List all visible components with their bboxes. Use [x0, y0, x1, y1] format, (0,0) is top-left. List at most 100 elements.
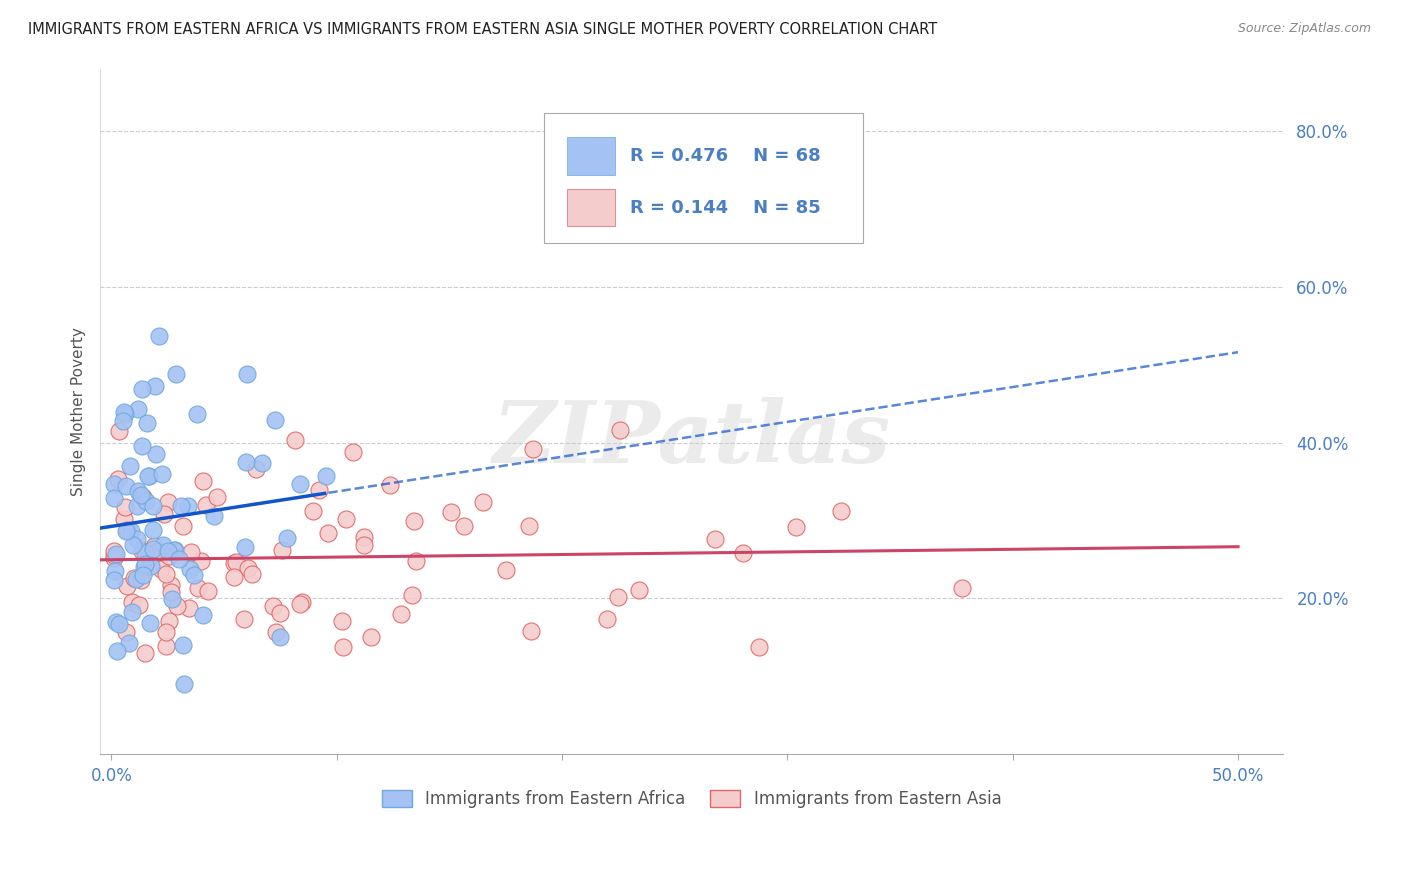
Point [342, 445, 364, 459]
Point [193, 475, 215, 489]
Point [440, 505, 463, 519]
Point [103, 544, 125, 558]
FancyBboxPatch shape [544, 113, 863, 244]
Point [143, 540, 166, 554]
Point [522, 442, 544, 457]
Legend: Immigrants from Eastern Africa, Immigrants from Eastern Asia: Immigrants from Eastern Africa, Immigran… [375, 783, 1008, 814]
Point [142, 523, 165, 537]
Point [276, 531, 298, 545]
Point [135, 494, 157, 508]
Point [128, 598, 150, 612]
Point [225, 555, 247, 569]
Point [155, 625, 177, 640]
Point [143, 378, 166, 392]
Point [235, 455, 257, 469]
Point [157, 549, 180, 563]
Point [108, 616, 131, 631]
Point [163, 543, 186, 558]
Point [195, 498, 218, 512]
Point [148, 329, 170, 343]
Point [360, 630, 382, 644]
Point [114, 625, 136, 640]
Point [146, 545, 169, 559]
Point [167, 552, 190, 566]
Point [205, 490, 228, 504]
Point [288, 597, 311, 611]
Text: ZIPatlas: ZIPatlas [492, 397, 890, 481]
Point [263, 413, 285, 427]
Point [131, 382, 153, 396]
Text: R = 0.144    N = 85: R = 0.144 N = 85 [630, 199, 821, 217]
Point [127, 483, 149, 498]
Point [160, 592, 183, 607]
Point [142, 541, 165, 556]
Point [142, 500, 165, 514]
Point [197, 583, 219, 598]
Point [104, 547, 127, 561]
Point [250, 456, 273, 470]
Point [132, 568, 155, 582]
Point [134, 646, 156, 660]
Point [401, 588, 423, 602]
Point [127, 499, 149, 513]
Point [607, 590, 630, 604]
Point [139, 558, 162, 573]
Point [179, 601, 201, 615]
Point [104, 564, 127, 578]
Point [332, 614, 354, 628]
Point [170, 499, 193, 513]
Point [129, 573, 152, 587]
Point [103, 573, 125, 587]
Point [138, 469, 160, 483]
Point [127, 402, 149, 417]
Point [471, 495, 494, 509]
Point [262, 599, 284, 613]
Point [124, 571, 146, 585]
Point [495, 563, 517, 577]
Point [830, 504, 852, 518]
Point [748, 640, 770, 655]
Point [118, 636, 141, 650]
Point [172, 519, 194, 533]
Point [103, 491, 125, 506]
Point [222, 570, 245, 584]
Point [190, 554, 212, 568]
Point [284, 433, 307, 447]
Point [628, 582, 651, 597]
Point [112, 405, 135, 419]
Point [238, 561, 260, 575]
Point [157, 614, 180, 628]
Point [266, 624, 288, 639]
Point [118, 459, 141, 474]
Point [609, 423, 631, 437]
Point [950, 581, 973, 595]
Text: IMMIGRANTS FROM EASTERN AFRICA VS IMMIGRANTS FROM EASTERN ASIA SINGLE MOTHER POV: IMMIGRANTS FROM EASTERN AFRICA VS IMMIGR… [28, 22, 938, 37]
Point [155, 640, 177, 654]
Point [405, 554, 427, 568]
Point [135, 417, 157, 431]
Point [132, 490, 155, 504]
Point [131, 439, 153, 453]
Point [378, 477, 401, 491]
Point [404, 514, 426, 528]
Point [131, 488, 153, 502]
Point [520, 624, 543, 638]
Point [125, 532, 148, 546]
Point [166, 599, 188, 614]
Point [187, 582, 209, 596]
Point [111, 414, 134, 428]
Point [731, 546, 754, 560]
Point [103, 476, 125, 491]
Point [269, 606, 291, 620]
Point [152, 507, 174, 521]
Point [291, 595, 314, 609]
Point [453, 519, 475, 533]
Text: Source: ZipAtlas.com: Source: ZipAtlas.com [1237, 22, 1371, 36]
Point [389, 607, 412, 621]
Point [150, 561, 173, 575]
Point [353, 538, 375, 552]
Point [114, 407, 136, 421]
Point [222, 556, 245, 570]
Point [157, 494, 180, 508]
Point [308, 483, 330, 497]
